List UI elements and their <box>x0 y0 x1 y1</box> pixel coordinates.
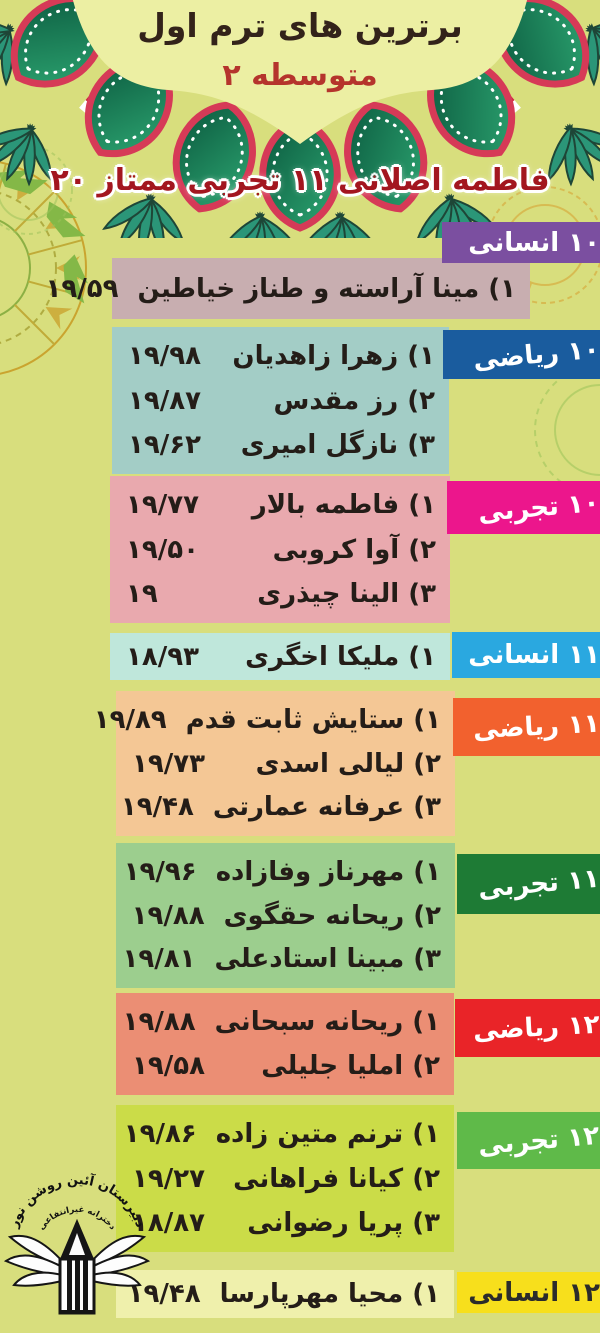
section-header-10-riazi: ۱۰ ریاضی <box>443 330 600 379</box>
student-name: ۱) ریحانه سبحانی <box>214 1007 440 1037</box>
student-name: ۱) مهرناز وفازاده <box>215 856 441 887</box>
section-rows-11-ensani: ۱) ملیکا اخگری ۱۸/۹۳ <box>110 633 450 680</box>
student-score: ۱۹/۸۹ <box>93 704 167 735</box>
student-name: ۲) کیانا فراهانی <box>233 1163 440 1194</box>
page-subtitle: متوسطه ۲ <box>222 58 378 93</box>
section-label: ۱۲ انسانی <box>468 1277 600 1308</box>
student-row: ۱) مینا آراسته و طناز خیاطین ۱۹/۵۹ <box>46 273 530 304</box>
pencil-icon <box>58 1219 96 1315</box>
student-row: ۳) مبینا استادعلی ۱۹/۸۱ <box>116 944 455 974</box>
student-name: ۱) ملیکا اخگری <box>245 641 436 672</box>
section-header-10-ensani: ۱۰ انسانی <box>442 222 600 263</box>
student-row: ۲) کیانا فراهانی ۱۹/۲۷ <box>116 1164 454 1194</box>
section-rows-12-tajrobi: ۱) ترنم متین زاده ۱۹/۸۶ ۲) کیانا فراهانی… <box>116 1105 454 1252</box>
student-name: ۳) عرفانه عمارتی <box>212 792 441 823</box>
student-name: ۲) ریحانه حقگوی <box>223 900 441 931</box>
student-name: ۲) آوا کروبی <box>272 534 436 565</box>
student-name: ۱) زهرا زاهدیان <box>232 341 435 372</box>
student-row: ۱) محیا مهرپارسا ۱۹/۴۸ <box>116 1279 454 1309</box>
student-score: ۱۹/۶۲ <box>128 429 201 460</box>
student-score: ۱۹/۵۸ <box>132 1051 205 1081</box>
student-score: ۱۸/۹۳ <box>126 641 199 672</box>
section-rows-11-tajrobi: ۱) مهرناز وفازاده ۱۹/۹۶ ۲) ریحانه حقگوی … <box>116 843 455 988</box>
student-row: ۱) مهرناز وفازاده ۱۹/۹۶ <box>116 857 455 887</box>
student-row: ۲) ریحانه حقگوی ۱۹/۸۸ <box>116 901 455 931</box>
section-header-11-ensani: ۱۱ انسانی <box>452 632 600 678</box>
student-score: ۱۹/۴۸ <box>120 792 194 823</box>
leaf-wings-icon <box>3 1234 151 1287</box>
student-score: ۱۹/۲۷ <box>132 1163 205 1194</box>
student-row: ۱) زهرا زاهدیان ۱۹/۹۸ <box>112 341 449 371</box>
student-row: ۳) نازگل امیری ۱۹/۶۲ <box>112 430 449 460</box>
student-row: ۱) ستایش ثابت قدم ۱۹/۸۹ <box>94 704 455 735</box>
student-name: ۲) لیالی اسدی <box>255 748 441 779</box>
section-label: ۱۱ انسانی <box>468 640 600 670</box>
student-score: ۱۹/۸۱ <box>122 944 196 975</box>
section-rows-12-ensani: ۱) محیا مهرپارسا ۱۹/۴۸ <box>116 1270 454 1318</box>
section-label: ۱۰ انسانی <box>468 227 600 258</box>
student-score: ۱۹/۸۶ <box>123 1119 197 1150</box>
student-score: ۱۹/۷۷ <box>126 490 199 521</box>
student-score: ۱۹/۸۷ <box>128 385 201 416</box>
student-name: ۱) فاطمه بالار <box>251 490 436 521</box>
student-row: ۱) ترنم متین زاده ۱۹/۸۶ <box>116 1119 454 1149</box>
student-score: ۱۹/۵۰ <box>126 534 199 565</box>
champion-line: فاطمه اصلانی ۱۱ تجربی ممتاز ۲۰ <box>50 163 550 198</box>
page-title: برترین های ترم اول <box>137 6 463 45</box>
student-score: ۱۹/۷۳ <box>132 748 205 779</box>
student-row: ۱) فاطمه بالار ۱۹/۷۷ <box>110 490 450 520</box>
student-score: ۱۹/۹۸ <box>128 341 201 372</box>
student-name: ۲) املیا جلیلی <box>261 1051 440 1081</box>
student-row: ۳) الینا چیذری ۱۹ <box>110 579 450 609</box>
section-rows-10-tajrobi: ۱) فاطمه بالار ۱۹/۷۷ ۲) آوا کروبی ۱۹/۵۰ … <box>110 476 450 623</box>
student-row: ۳) پریا رضوانی ۱۸/۸۷ <box>116 1208 454 1238</box>
student-name: ۱) مینا آراسته و طناز خیاطین <box>137 273 516 304</box>
student-row: ۲) لیالی اسدی ۱۹/۷۳ <box>116 749 455 779</box>
student-name: ۳) مبینا استادعلی <box>214 944 441 975</box>
section-label: ۱۱ تجربی <box>477 863 600 905</box>
title-panel <box>72 0 528 144</box>
student-score: ۱۹/۸۸ <box>122 1007 196 1037</box>
section-header-11-riazi: ۱۱ ریاضی <box>453 698 600 756</box>
section-rows-10-ensani: ۱) مینا آراسته و طناز خیاطین ۱۹/۵۹ <box>46 258 530 319</box>
section-label: ۱۰ تجربی <box>477 487 600 528</box>
student-score: ۱۹/۹۶ <box>123 856 197 887</box>
student-score: ۱۹ <box>126 578 158 609</box>
section-header-12-tajrobi: ۱۲ تجربی <box>457 1112 600 1169</box>
section-label: ۱۱ ریاضی <box>472 708 600 746</box>
section-label: ۱۲ ریاضی <box>472 1009 600 1047</box>
section-header-10-tajrobi: ۱۰ تجربی <box>447 481 600 534</box>
student-name: ۱) ترنم متین زاده <box>215 1119 440 1150</box>
section-label: ۱۲ تجربی <box>477 1120 600 1161</box>
section-rows-12-riazi: ۱) ریحانه سبحانی ۱۹/۸۸ ۲) املیا جلیلی ۱۹… <box>116 993 454 1095</box>
student-row: ۱) ملیکا اخگری ۱۸/۹۳ <box>110 642 450 672</box>
section-rows-10-riazi: ۱) زهرا زاهدیان ۱۹/۹۸ ۲) رز مقدس ۱۹/۸۷ ۳… <box>112 327 449 474</box>
student-row: ۳) عرفانه عمارتی ۱۹/۴۸ <box>116 792 455 822</box>
student-row: ۲) رز مقدس ۱۹/۸۷ <box>112 386 449 416</box>
top-flower-decoration <box>0 0 600 238</box>
section-label: ۱۰ ریاضی <box>472 334 600 375</box>
section-header-12-riazi: ۱۲ ریاضی <box>455 999 600 1057</box>
section-rows-11-riazi: ۱) ستایش ثابت قدم ۱۹/۸۹ ۲) لیالی اسدی ۱۹… <box>94 691 455 836</box>
student-name: ۱) محیا مهرپارسا <box>219 1279 440 1309</box>
student-score: ۱۹/۸۸ <box>131 900 205 931</box>
student-name: ۲) رز مقدس <box>273 385 435 416</box>
student-name: ۳) پریا رضوانی <box>247 1207 440 1238</box>
student-score: ۱۸/۸۷ <box>132 1207 205 1238</box>
student-name: ۳) الینا چیذری <box>257 578 436 609</box>
section-header-11-tajrobi: ۱۱ تجربی <box>457 854 600 914</box>
section-header-12-ensani: ۱۲ انسانی <box>457 1272 600 1313</box>
student-row: ۲) املیا جلیلی ۱۹/۵۸ <box>116 1051 454 1081</box>
student-score: ۱۹/۵۹ <box>45 273 119 304</box>
student-name: ۳) نازگل امیری <box>240 429 435 460</box>
student-row: ۲) آوا کروبی ۱۹/۵۰ <box>110 535 450 565</box>
school-logo: دبیرستان آئین روشن نور دخترانه غیرانتفاع… <box>3 1172 151 1315</box>
student-row: ۱) ریحانه سبحانی ۱۹/۸۸ <box>116 1007 454 1037</box>
student-name: ۱) ستایش ثابت قدم <box>185 704 441 735</box>
